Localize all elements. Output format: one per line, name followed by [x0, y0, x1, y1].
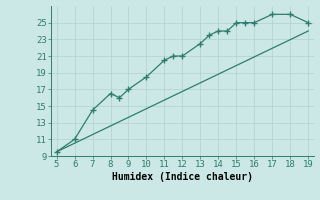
X-axis label: Humidex (Indice chaleur): Humidex (Indice chaleur) [112, 172, 253, 182]
